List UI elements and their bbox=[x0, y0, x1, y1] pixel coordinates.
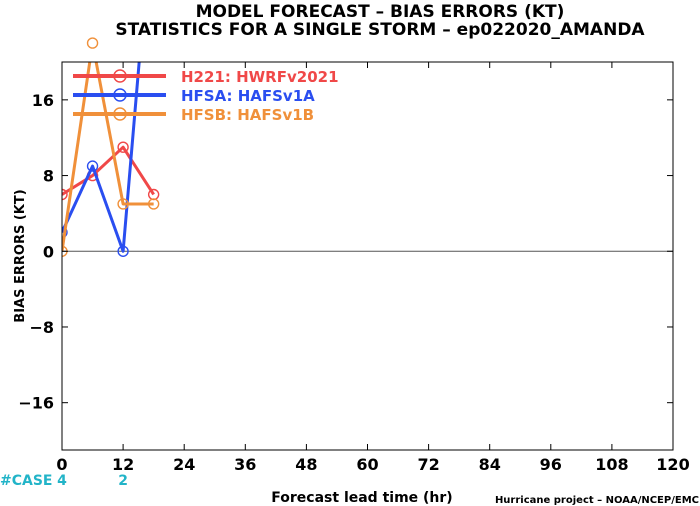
series-marker-2 bbox=[86, 160, 99, 172]
case-count: 4 bbox=[57, 473, 67, 489]
legend-marker-3 bbox=[113, 107, 127, 121]
overflow-layer bbox=[86, 37, 99, 49]
y-axis-label: BIAS ERRORS (KT) bbox=[13, 189, 28, 322]
legend-label-3: HFSB: HAFSv1B bbox=[181, 106, 314, 124]
case-count: 2 bbox=[118, 473, 128, 489]
series-line-2 bbox=[62, 62, 141, 253]
series-marker-2 bbox=[62, 226, 68, 239]
legend-label-2: HFSA: HAFSv1A bbox=[181, 87, 315, 105]
legend-label-1: H221: HWRFv2021 bbox=[181, 68, 339, 86]
series-marker-3 bbox=[147, 198, 160, 210]
x-tick-label: 60 bbox=[356, 455, 378, 474]
series-marker-3 bbox=[86, 37, 99, 49]
chart-subtitle: STATISTICS FOR A SINGLE STORM – ep022020… bbox=[115, 20, 645, 40]
plot-frame bbox=[61, 61, 674, 451]
series-layer bbox=[62, 62, 160, 257]
y-tick-label: −16 bbox=[18, 394, 54, 413]
x-tick-label: 48 bbox=[295, 455, 317, 474]
x-tick-label: 108 bbox=[595, 455, 628, 474]
case-counts: #CASE 4 2 bbox=[0, 473, 128, 489]
series-marker-1 bbox=[117, 141, 129, 153]
x-tick-label: 36 bbox=[234, 455, 256, 474]
series-line-3 bbox=[62, 62, 154, 252]
chart-title: MODEL FORECAST – BIAS ERRORS (KT) bbox=[196, 2, 565, 22]
x-tick-label: 96 bbox=[540, 455, 562, 474]
x-tick-label: 84 bbox=[479, 455, 501, 474]
x-tick-label: 24 bbox=[173, 455, 195, 474]
credit-text: Hurricane project – NOAA/NCEP/EMC bbox=[495, 495, 699, 506]
y-axis-ticks: −16 −8 0 8 16 bbox=[18, 91, 673, 413]
x-tick-label: 72 bbox=[417, 455, 439, 474]
y-tick-label: −8 bbox=[29, 318, 54, 337]
y-tick-label: 0 bbox=[43, 242, 54, 261]
series-line-1 bbox=[62, 145, 155, 196]
series-marker-3 bbox=[117, 198, 129, 210]
legend-marker-2 bbox=[113, 88, 127, 102]
series-marker-2 bbox=[117, 245, 129, 257]
legend-marker-1 bbox=[113, 69, 127, 83]
x-axis-ticks: 0 12 24 36 48 60 72 84 96 108 120 bbox=[56, 62, 690, 474]
series-marker-1 bbox=[62, 188, 68, 201]
x-tick-label: 12 bbox=[112, 455, 134, 474]
x-tick-label: 0 bbox=[56, 455, 67, 474]
case-label: #CASE bbox=[0, 473, 53, 489]
y-tick-label: 8 bbox=[43, 167, 54, 186]
y-tick-label: 16 bbox=[32, 91, 54, 110]
x-axis-label: Forecast lead time (hr) bbox=[271, 490, 452, 506]
x-tick-label: 120 bbox=[656, 455, 689, 474]
